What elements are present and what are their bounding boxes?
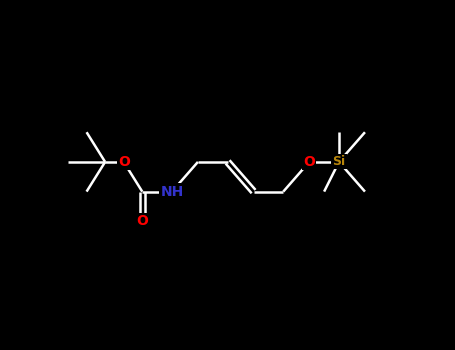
Text: NH: NH	[160, 184, 183, 198]
Text: O: O	[303, 155, 315, 169]
Text: O: O	[118, 155, 130, 169]
Text: O: O	[136, 214, 148, 228]
Text: Si: Si	[333, 155, 345, 168]
